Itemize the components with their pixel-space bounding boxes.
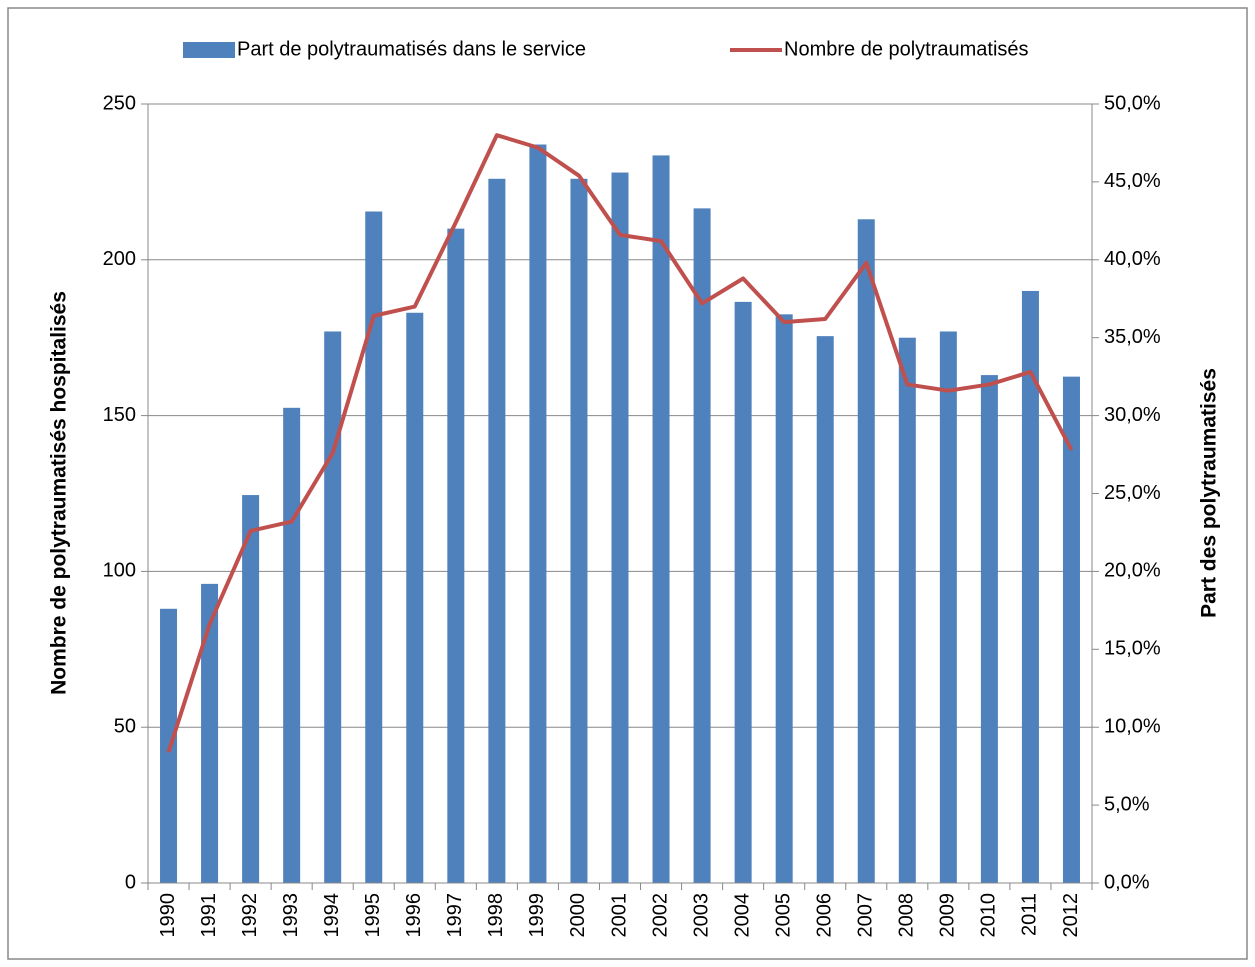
y2-tick-label: 5,0%	[1104, 793, 1150, 815]
bar	[980, 375, 998, 883]
y-axis-title: Nombre de polytraumatisés hospitalisés	[48, 291, 71, 695]
bar	[898, 337, 916, 883]
x-tick-label: 1999	[526, 893, 548, 938]
y-tick-label: 200	[103, 248, 136, 270]
bar	[242, 495, 260, 883]
x-tick-label: 2000	[567, 893, 589, 938]
bar	[488, 178, 506, 883]
x-tick-label: 2012	[1060, 893, 1082, 938]
x-tick-label: 1993	[280, 893, 302, 938]
bar	[775, 314, 793, 884]
y-tick-label: 150	[103, 404, 136, 426]
x-tick-label: 2002	[649, 893, 671, 938]
x-tick-label: 1996	[403, 893, 425, 938]
bar	[365, 211, 383, 883]
y2-tick-label: 40,0%	[1104, 248, 1161, 270]
bar	[939, 331, 957, 883]
y-tick-label: 100	[103, 560, 136, 582]
y2-tick-label: 35,0%	[1104, 326, 1161, 348]
bar	[406, 312, 424, 884]
y2-tick-label: 10,0%	[1104, 715, 1161, 737]
x-tick-label: 1990	[157, 893, 179, 938]
y2-axis-title: Part des polytraumatisés	[1198, 368, 1221, 618]
x-tick-label: 1991	[198, 893, 220, 938]
x-tick-label: 2007	[855, 893, 877, 938]
x-tick-label: 2010	[978, 893, 1000, 938]
bar	[447, 228, 465, 883]
legend-label: Nombre de polytraumatisés	[784, 38, 1029, 60]
y2-tick-label: 45,0%	[1104, 170, 1161, 192]
x-tick-label: 2006	[813, 893, 835, 938]
x-tick-label: 2004	[731, 893, 753, 938]
y2-tick-label: 50,0%	[1104, 92, 1161, 114]
y-tick-label: 50	[114, 715, 136, 737]
y2-tick-label: 30,0%	[1104, 404, 1161, 426]
bar	[1021, 290, 1039, 884]
x-tick-label: 2003	[690, 893, 712, 938]
y2-tick-label: 15,0%	[1104, 638, 1161, 660]
bar	[652, 155, 670, 883]
y2-tick-label: 25,0%	[1104, 482, 1161, 504]
legend-swatch	[183, 42, 235, 58]
line	[166, 133, 1074, 753]
x-tick-label: 1997	[444, 893, 466, 938]
bar	[570, 178, 588, 883]
y2-tick-label: 20,0%	[1104, 560, 1161, 582]
bar	[201, 583, 219, 883]
x-tick-label: 2011	[1019, 893, 1041, 936]
legend-label: Part de polytraumatisés dans le service	[237, 38, 586, 60]
bar	[1062, 376, 1080, 883]
bar	[734, 301, 752, 884]
bar	[857, 219, 875, 884]
bar	[611, 172, 629, 883]
x-tick-label: 2005	[772, 893, 794, 938]
bar	[816, 336, 834, 884]
x-tick-label: 1998	[485, 893, 507, 938]
x-tick-label: 1995	[362, 893, 384, 938]
x-tick-label: 1994	[321, 893, 343, 938]
bar	[283, 407, 301, 883]
y2-tick-label: 0,0%	[1104, 871, 1150, 893]
bar	[529, 144, 547, 883]
x-tick-label: 2001	[608, 893, 630, 938]
bar	[693, 208, 711, 884]
y-tick-label: 0	[125, 871, 136, 893]
bar	[324, 331, 342, 883]
y-tick-label: 250	[103, 92, 136, 114]
x-tick-label: 2008	[896, 893, 918, 938]
x-tick-label: 1992	[239, 893, 261, 938]
x-tick-label: 2009	[937, 893, 959, 938]
